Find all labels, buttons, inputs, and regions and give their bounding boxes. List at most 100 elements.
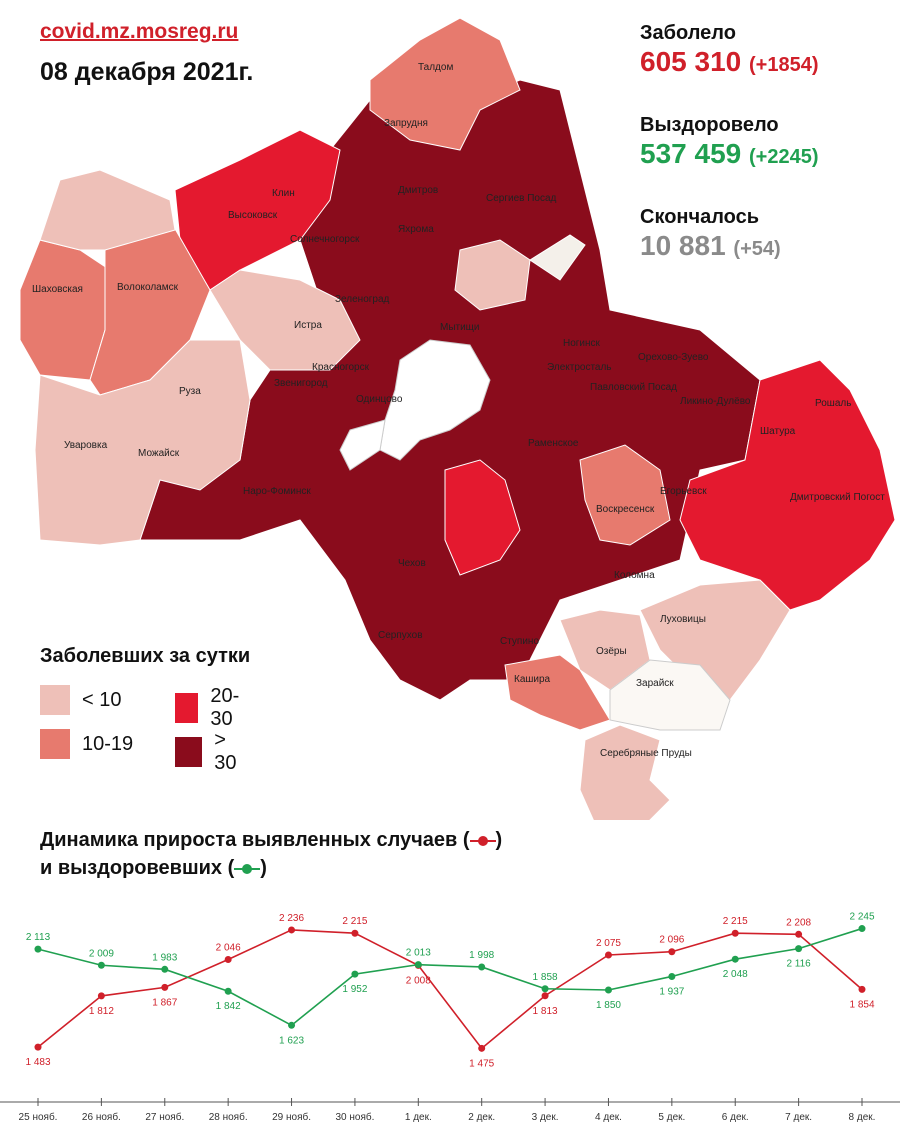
stat-recovered-number: 537 459 [640, 138, 742, 169]
map-legend: Заболевших за сутки < 10 20-30 10-19 > 3… [40, 645, 251, 774]
chart-heading-line1-end: ) [495, 829, 503, 851]
recovered-point [541, 985, 549, 993]
recovered-point [288, 1021, 296, 1029]
town-label: Павловский Посад [590, 382, 677, 393]
legend-item-10-19: 10-19 [40, 729, 133, 759]
town-label: Сергиев Посад [486, 193, 557, 204]
town-label: Руза [179, 386, 201, 397]
stat-cases-delta: (+1854) [749, 54, 819, 76]
region-moscow-city [379, 339, 491, 461]
recovered-data-label: 1 952 [342, 984, 367, 995]
recovered-point [478, 963, 486, 971]
cases-data-label: 2 215 [723, 916, 748, 927]
x-tick-label: 8 дек. [849, 1112, 876, 1123]
town-label: Красногорск [312, 362, 370, 373]
stat-cases-number: 605 310 [640, 46, 742, 77]
recovered-point [414, 961, 422, 969]
town-label: Ступино [500, 636, 539, 647]
town-label: Зеленоград [335, 294, 390, 305]
recovered-data-label: 2 009 [89, 948, 114, 959]
town-label: Уваровка [64, 440, 108, 451]
region-voskresensk [579, 444, 671, 546]
region-east-red [679, 359, 896, 611]
recovered-data-label: 2 245 [849, 912, 874, 923]
cases-series-line [37, 929, 863, 1050]
town-label: Запрудня [384, 118, 428, 129]
cases-data-label: 1 854 [849, 999, 874, 1010]
legend-label: 10-19 [82, 732, 134, 755]
cases-point [34, 1043, 42, 1051]
region-ruza-mozhaysk [34, 339, 251, 546]
cases-point [478, 1044, 486, 1052]
stat-cases-value: 605 310 (+1854) [640, 45, 819, 82]
stat-cases: Заболело 605 310 (+1854) [640, 22, 819, 82]
stat-deaths: Скончалось 10 881 (+54) [640, 206, 781, 266]
town-label: Электросталь [547, 362, 612, 373]
town-label: Звенигород [274, 378, 328, 389]
legend-label: > 30 [214, 729, 237, 774]
town-label: Зарайск [636, 678, 674, 689]
cases-point [224, 956, 232, 964]
town-label: Коломна [614, 570, 655, 581]
recovered-data-label: 1 937 [659, 986, 684, 997]
red-series-marker-icon [469, 835, 496, 846]
source-link[interactable]: covid.mz.mosreg.ru [40, 20, 239, 43]
town-label: Дмитровский Погост [790, 492, 885, 503]
cases-point [668, 948, 676, 956]
recovered-data-label: 1 623 [279, 1035, 304, 1046]
x-tick-label: 5 дек. [658, 1112, 685, 1123]
legend-swatch [175, 693, 199, 723]
stat-deaths-title: Скончалось [640, 206, 760, 228]
x-tick-label: 28 нояб. [209, 1111, 248, 1123]
town-label: Наро-Фоминск [243, 486, 311, 497]
x-tick-label: 7 дек. [785, 1112, 812, 1123]
region-sergiev-east [454, 239, 531, 311]
stat-deaths-number: 10 881 [640, 230, 726, 261]
cases-point [858, 985, 866, 993]
cases-data-label: 1 812 [89, 1006, 114, 1017]
cases-data-label: 2 046 [216, 943, 241, 954]
town-label: Волоколамск [117, 282, 179, 293]
cases-data-label: 1 813 [533, 1006, 558, 1017]
recovered-data-label: 2 013 [406, 948, 431, 959]
town-label: Рошаль [815, 398, 851, 409]
cases-point [351, 929, 359, 937]
recovered-data-label: 2 116 [786, 959, 811, 970]
town-label: Воскресенск [596, 504, 655, 515]
stat-recovered-title: Выздоровело [640, 114, 779, 136]
cases-point [731, 929, 739, 937]
recovered-point [97, 961, 105, 969]
cases-point [795, 930, 803, 938]
legend-title: Заболевших за сутки [40, 645, 251, 667]
region-kashira [504, 654, 611, 731]
stat-recovered-delta: (+2245) [749, 146, 819, 168]
map-town-labels: Талдом Запрудня Клин Высоковск Дмитров С… [32, 62, 885, 759]
town-label: Орехово-Зуево [638, 352, 709, 363]
recovered-series-line [37, 927, 863, 1027]
legend-label: < 10 [82, 688, 122, 711]
chart-heading-line1: Динамика прироста выявленных случаев ( [40, 829, 470, 851]
town-label: Озёры [596, 646, 627, 657]
town-label: Серебряные Пруды [600, 747, 692, 759]
recovered-point [161, 965, 169, 973]
cases-point [288, 926, 296, 934]
x-tick-label: 25 нояб. [19, 1111, 58, 1123]
recovered-point [858, 925, 866, 933]
town-label: Чехов [398, 558, 426, 569]
region-sergiev-corner [529, 234, 586, 281]
x-tick-label: 27 нояб. [145, 1111, 184, 1123]
town-label: Одинцово [356, 394, 403, 405]
region-new-moscow [339, 419, 386, 471]
legend-swatch [175, 737, 203, 767]
stat-cases-title: Заболело [640, 22, 736, 44]
x-tick-label: 26 нояб. [82, 1111, 121, 1123]
recovered-point [224, 987, 232, 995]
legend-swatch [40, 729, 70, 759]
region-zaraysk [609, 659, 731, 731]
region-chekhov-red [444, 459, 521, 576]
recovered-point [668, 972, 676, 980]
stat-recovered-value: 537 459 (+2245) [640, 137, 819, 174]
town-label: Егорьевск [660, 486, 707, 497]
town-label: Клин [272, 188, 295, 199]
x-tick-label: 4 дек. [595, 1112, 622, 1123]
